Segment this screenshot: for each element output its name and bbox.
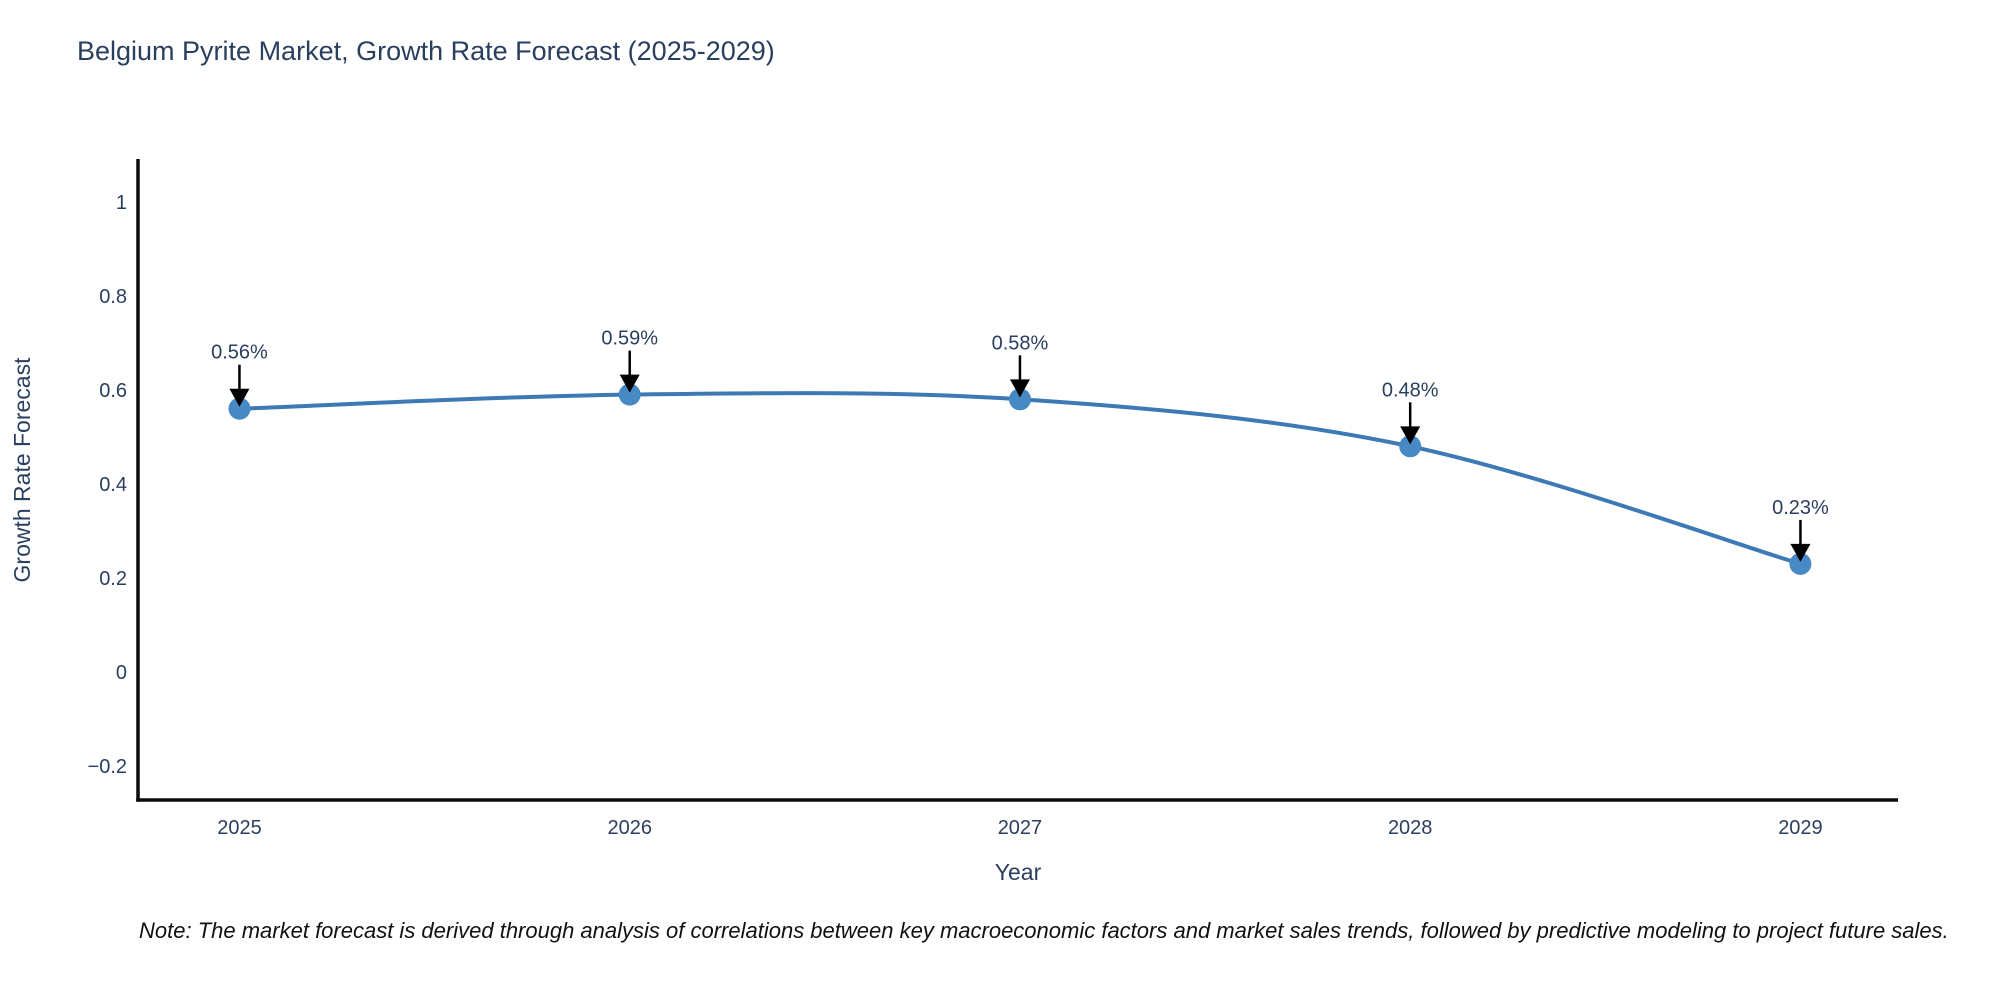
annotation-arrowhead-icon [1400, 426, 1421, 445]
point-annotations: 0.56% 0.59% 0.58% 0.48% 0.23% [211, 328, 1829, 562]
x-tick-label: 2028 [1388, 817, 1433, 839]
point-annotation-label: 0.59% [601, 328, 658, 350]
x-axis-tick-labels: 2025 2026 2027 2028 2029 [217, 817, 1822, 839]
annotation-arrowhead-icon [229, 388, 250, 407]
point-annotation-label: 0.56% [211, 342, 268, 364]
annotation-arrowhead-icon [619, 374, 640, 393]
point-annotation-label: 0.23% [1772, 497, 1829, 519]
data-point-marker[interactable] [618, 383, 641, 406]
series-line [237, 391, 1803, 566]
data-point-marker[interactable] [1789, 552, 1812, 575]
y-tick-label: 0 [116, 662, 127, 684]
footnote: Note: The market forecast is derived thr… [139, 918, 1949, 943]
chart-title: Belgium Pyrite Market, Growth Rate Forec… [77, 36, 775, 66]
x-tick-label: 2027 [998, 817, 1043, 839]
annotation-arrowhead-icon [1790, 543, 1811, 562]
data-point-marker[interactable] [1009, 388, 1031, 411]
y-tick-label: 1 [116, 192, 127, 214]
x-tick-label: 2029 [1778, 817, 1823, 839]
annotation-arrowhead-icon [1009, 379, 1030, 398]
x-axis-title: Year [995, 859, 1042, 885]
data-point-marker[interactable] [228, 397, 251, 420]
y-axis-tick-labels: 1 0.8 0.6 0.4 0.2 0 −0.2 [88, 192, 127, 778]
y-tick-label: 0.2 [99, 568, 127, 590]
y-tick-label: 0.4 [99, 474, 127, 496]
x-tick-label: 2026 [607, 817, 652, 839]
data-series [228, 383, 1812, 575]
point-annotation-label: 0.58% [992, 332, 1049, 354]
data-point-marker[interactable] [1399, 435, 1422, 458]
y-tick-label: −0.2 [88, 756, 127, 778]
x-tick-label: 2025 [217, 817, 262, 839]
y-axis-title: Growth Rate Forecast [9, 357, 35, 583]
point-annotation-label: 0.48% [1382, 379, 1439, 401]
y-tick-label: 0.8 [99, 286, 127, 308]
y-tick-label: 0.6 [99, 380, 127, 402]
